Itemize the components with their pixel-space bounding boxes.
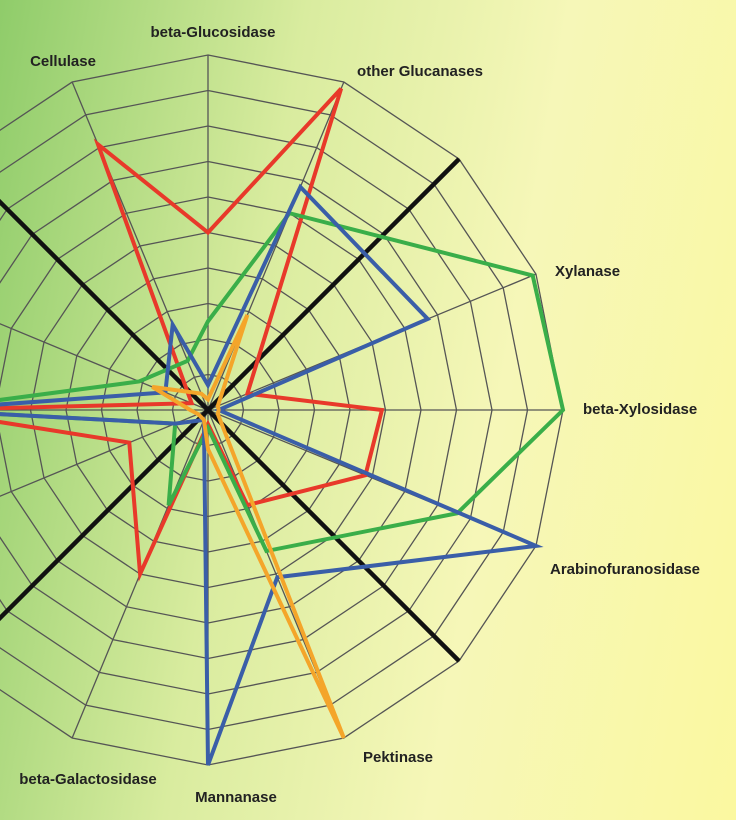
axis-label: beta-Galactosidase (19, 771, 157, 788)
series-line (0, 87, 385, 582)
axis-divider (0, 408, 210, 622)
axis-spoke (0, 409, 209, 497)
axis-divider (206, 157, 461, 412)
series-line (0, 183, 544, 766)
axis-label: Cellulase (30, 53, 96, 70)
axis-label: beta-Xylosidase (583, 401, 697, 418)
axis-label: other Glucanases (357, 63, 483, 80)
axis-spoke (207, 81, 345, 411)
axis-divider (206, 408, 461, 663)
axis-label: Arabinofuranosidase (550, 561, 700, 578)
axis-spoke (71, 81, 209, 411)
axis-divider (0, 198, 210, 412)
axis-label: Pektinase (363, 749, 433, 766)
axis-label: Xylanase (555, 263, 620, 280)
axis-label: beta-Glucosidase (150, 24, 275, 41)
axis-label: Mannanase (195, 789, 277, 806)
series-line (0, 210, 566, 554)
series-line (151, 314, 346, 739)
